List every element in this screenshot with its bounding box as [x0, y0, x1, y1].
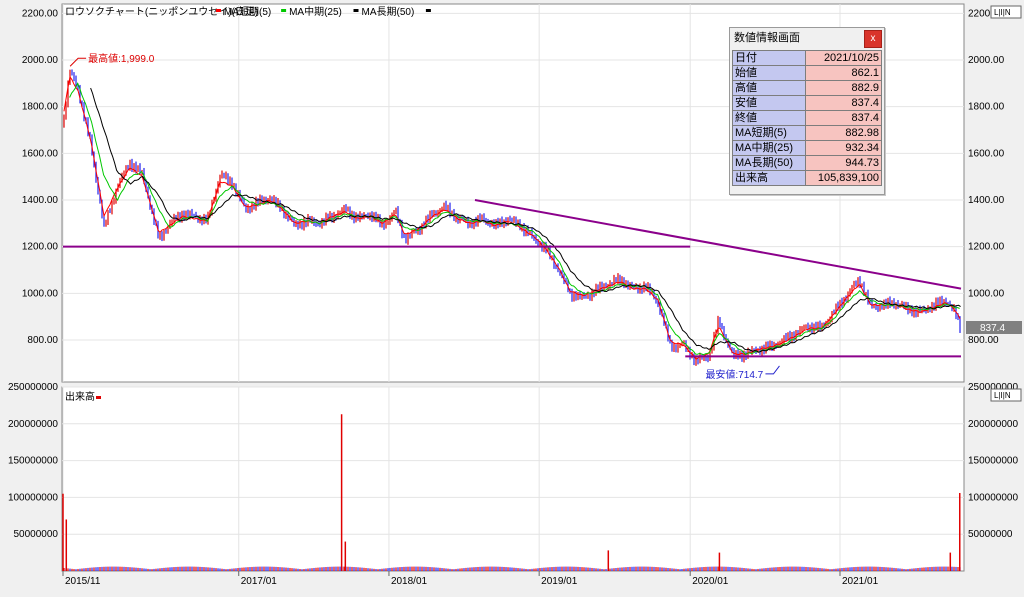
info-row: MA長期(50) 944.73: [732, 155, 882, 171]
y-tick-label-right: 1600.00: [968, 148, 1005, 159]
y-tick-label-left: 800.00: [27, 335, 58, 346]
y-tick-label-right: 2000.00: [968, 55, 1005, 66]
y-tick-label-right: 1200.00: [968, 242, 1005, 253]
legend-marker: [425, 9, 431, 12]
top-pane-buttons-label: L|I|N: [994, 8, 1011, 17]
volume-tick-label-left: 50000000: [14, 529, 59, 540]
volume-title: 出来高: [65, 390, 95, 403]
info-row: 安値 837.4: [732, 95, 882, 111]
x-tick-label: 2020/01: [692, 576, 729, 587]
volume-pane[interactable]: [61, 386, 965, 572]
high-annotation: 最高値:1,999.0: [88, 52, 155, 65]
chart-title: ロウソクチャート(ニッポンユウセイ)(日足): [65, 6, 258, 18]
top-pane-buttons[interactable]: [990, 5, 1022, 19]
legend-marker: [353, 9, 359, 12]
y-tick-label-left: 1200.00: [22, 242, 59, 253]
info-row-value: 105,839,100: [805, 170, 882, 186]
info-row-label: 日付: [732, 50, 806, 66]
y-tick-label-right: 1800.00: [968, 102, 1005, 113]
info-row-label: 始値: [732, 65, 806, 81]
volume-tick-label-left: 150000000: [8, 456, 58, 467]
y-tick-label-left: 1600.00: [22, 148, 59, 159]
ma-line: [63, 75, 961, 360]
info-panel-close-button[interactable]: x: [864, 30, 882, 48]
info-row-value: 837.4: [805, 95, 882, 111]
low-annotation-arrow: [765, 365, 780, 375]
volume-tick-label-right: 150000000: [968, 456, 1018, 467]
info-row: 高値 882.9: [732, 80, 882, 96]
bottom-pane-buttons-label: L|I|N: [994, 391, 1011, 400]
x-tick-label: 2021/01: [842, 576, 879, 587]
info-row-label: 出来高: [732, 170, 806, 186]
last-price-tag: [966, 321, 1022, 334]
info-row-label: 終値: [732, 110, 806, 126]
volume-tick-label-left: 100000000: [8, 492, 58, 503]
bottom-pane-buttons[interactable]: [990, 388, 1022, 402]
volume-tick-label-right: 100000000: [968, 492, 1018, 503]
ma-line: [90, 87, 961, 353]
x-tick-label: 2019/01: [541, 576, 578, 587]
y-tick-label-right: 1000.00: [968, 288, 1005, 299]
info-row-label: MA中期(25): [732, 140, 806, 156]
high-annotation-arrow: [69, 57, 87, 67]
info-row-value: 932.34: [805, 140, 882, 156]
legend-marker: [216, 9, 221, 12]
legend-label: MA短期(5): [224, 5, 271, 18]
last-price-tag-label: 837.4: [980, 323, 1005, 334]
y-tick-label-left: 2200.00: [22, 8, 59, 19]
y-tick-label-right: 1400.00: [968, 195, 1005, 206]
info-row: MA中期(25) 932.34: [732, 140, 882, 156]
info-row-label: 高値: [732, 80, 806, 96]
x-tick-label: 2018/01: [391, 576, 428, 587]
legend-marker: [281, 9, 287, 12]
volume-legend-marker: [96, 396, 101, 399]
info-row-value: 2021/10/25: [805, 50, 882, 66]
info-row-value: 882.9: [805, 80, 882, 96]
volume-tick-label-left: 200000000: [8, 419, 58, 430]
resistance-line[interactable]: [474, 199, 962, 290]
volume-tick-label-right: 50000000: [968, 529, 1013, 540]
info-row: 終値 837.4: [732, 110, 882, 126]
legend-label: MA中期(25): [289, 5, 342, 18]
info-panel[interactable]: 数値情報画面 x 日付 2021/10/25 始値 862.1 高値 882.9 安値 837…: [729, 27, 885, 195]
y-tick-label-right: 2200.00: [968, 8, 1005, 19]
info-panel-title: 数値情報画面: [734, 32, 800, 44]
y-tick-label-right: 800.00: [968, 335, 999, 346]
volume-tick-label-right: 250000000: [968, 382, 1018, 393]
info-table: 日付 2021/10/25 始値 862.1 高値 882.9 安値 837.4 終値 837.4…: [732, 50, 882, 186]
info-row: 日付 2021/10/25: [732, 50, 882, 66]
info-row-label: MA短期(5): [732, 125, 806, 141]
info-row-value: 837.4: [805, 110, 882, 126]
y-tick-label-left: 1800.00: [22, 102, 59, 113]
x-tick-label: 2017/01: [241, 576, 278, 587]
y-tick-label-left: 2000.00: [22, 55, 59, 66]
low-annotation: 最安値:714.7: [705, 368, 763, 381]
legend-label: MA長期(50): [362, 6, 415, 18]
x-tick-label: 2015/11: [65, 576, 101, 587]
info-row: 出来高 105,839,100: [732, 170, 882, 186]
y-tick-label-left: 1000.00: [22, 288, 59, 299]
info-row-value: 944.73: [805, 155, 882, 171]
volume-tick-label-right: 200000000: [968, 419, 1018, 430]
info-row: 始値 862.1: [732, 65, 882, 81]
info-row: MA短期(5) 882.98: [732, 125, 882, 141]
info-row-value: 862.1: [805, 65, 882, 81]
y-tick-label-left: 1400.00: [22, 195, 59, 206]
volume-tick-label-left: 250000000: [8, 382, 58, 393]
info-row-label: 安値: [732, 95, 806, 111]
info-row-label: MA長期(50): [732, 155, 806, 171]
info-row-value: 882.98: [805, 125, 882, 141]
